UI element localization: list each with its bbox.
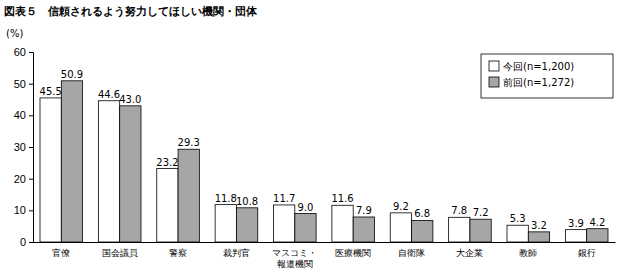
x-tick: 官僚 [52,242,70,258]
y-tick-label: 50 [14,78,26,90]
data-label: 4.2 [589,217,605,228]
data-label: 7.8 [451,205,467,216]
data-label: 7.2 [473,207,489,218]
x-tick: 大企業 [456,242,483,258]
y-tick: 40 [14,109,33,121]
y-tick-mark [29,210,33,211]
data-label: 11.8 [215,193,237,204]
y-axis-line [29,53,34,243]
data-label: 45.5 [40,86,62,97]
y-axis: 0 10 20 30 40 50 60 [14,46,34,248]
data-label: 43.0 [119,94,141,105]
bar [236,208,257,242]
y-tick-mark [29,147,33,148]
y-tick: 10 [14,204,33,216]
y-tick-label: 60 [14,46,26,58]
y-tick: 20 [14,173,33,185]
y-tick-label: 0 [20,236,26,248]
data-label: 3.9 [568,218,584,229]
data-label: 6.8 [414,208,430,219]
bar [120,106,141,242]
data-label: 50.9 [61,69,83,80]
data-label: 23.2 [156,157,178,168]
legend-swatch [489,61,499,71]
x-tick-label: 大企業 [456,248,483,258]
x-tick-label: 教師 [519,248,537,258]
bar [295,214,316,243]
x-tick: 警察 [169,242,187,258]
data-label: 11.6 [331,193,353,204]
bar [274,205,295,242]
bar [157,169,178,242]
x-tick-label: 官僚 [52,248,70,258]
y-tick: 0 [20,236,33,248]
x-tick: 医療機関 [335,242,371,258]
legend-label: 今回(n=1,200) [503,61,574,72]
plot: 0 10 20 30 40 50 60 官僚 国会議員 警察 裁判官 マスコミ・報道機関 医療機関 自衛隊… [14,46,616,269]
x-tick-label: マスコミ・報道機関 [272,248,317,268]
y-tick-mark [29,84,33,85]
x-tick: マスコミ・報道機関 [272,242,317,269]
x-tick-label: 裁判官 [223,248,250,258]
chart: 図表５ 信頼されるよう努力してほしい機関・団体 (%) 0 10 20 30 40 50 60 官… [0,0,621,278]
y-tick-mark [29,115,33,116]
bar [353,217,374,242]
x-tick: 自衛隊 [398,242,425,258]
y-tick: 60 [14,46,33,58]
legend-frame [481,54,613,98]
legend-item: 今回(n=1,200) [489,61,574,72]
bar [178,149,199,242]
x-tick: 銀行 [578,242,596,258]
x-axis: 官僚 国会議員 警察 裁判官 マスコミ・報道機関 医療機関 自衛隊 大企業 教師 銀行 [34,242,616,269]
data-label: 10.8 [236,196,258,207]
bar [528,232,549,242]
bar [507,225,528,242]
y-tick-mark [29,179,33,180]
y-tick-mark [29,242,33,243]
x-tick-label: 自衛隊 [398,248,425,258]
y-axis-title: (%) [6,28,23,39]
bar [61,81,82,242]
bars [40,81,608,242]
bar [390,213,411,242]
data-label: 7.9 [356,205,372,216]
y-tick-label: 20 [14,173,26,185]
x-tick-label: 警察 [169,248,187,258]
bar [587,229,608,242]
data-label: 29.3 [178,137,200,148]
data-label: 3.2 [531,220,547,231]
x-tick: 教師 [519,242,537,258]
y-tick-label: 40 [14,109,26,121]
data-label: 9.2 [393,201,409,212]
y-tick: 30 [14,141,33,153]
x-tick: 裁判官 [223,242,250,258]
data-label: 44.6 [98,89,120,100]
bar [40,98,61,242]
bar [215,205,236,242]
legend-label: 前回(n=1,272) [503,77,574,88]
y-tick-label: 10 [14,204,26,216]
bar [470,219,491,242]
x-axis-line [34,242,616,243]
legend-item: 前回(n=1,272) [489,77,574,88]
bar [98,101,119,242]
x-tick-label: 医療機関 [335,248,371,258]
y-tick-mark [29,52,33,53]
bar [449,217,470,242]
bar [332,205,353,242]
x-tick: 国会議員 [102,242,138,258]
x-tick-label: 銀行 [578,248,596,258]
y-tick: 50 [14,78,33,90]
data-label: 11.7 [273,193,295,204]
legend: 今回(n=1,200) 前回(n=1,272) [481,54,613,98]
x-tick-label: 国会議員 [102,248,138,258]
data-label: 5.3 [510,213,526,224]
legend-swatch [489,77,499,87]
y-tick-label: 30 [14,141,26,153]
bar [412,220,433,242]
bar [565,230,586,242]
title: 図表５ 信頼されるよう努力してほしい機関・団体 [4,5,258,18]
data-label: 9.0 [298,202,314,213]
